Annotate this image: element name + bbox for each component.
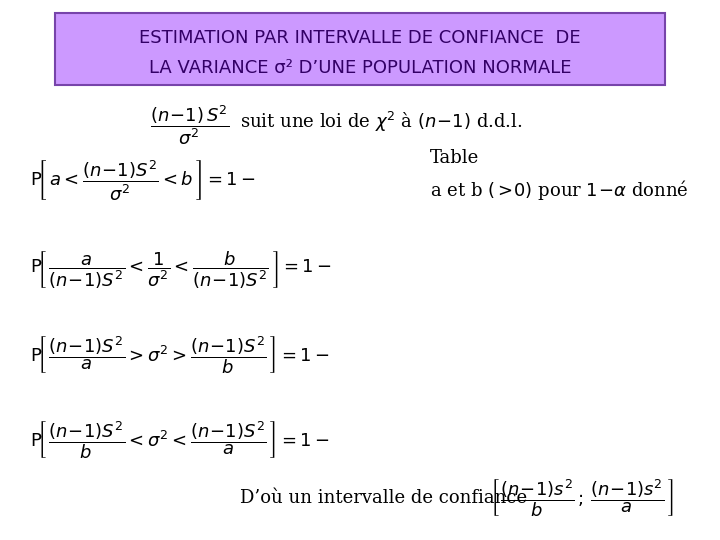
Text: $\mathrm{P}\!\left[\,a < \dfrac{(n\!-\!1)S^2}{\sigma^2} < b\,\right] = 1 -$: $\mathrm{P}\!\left[\,a < \dfrac{(n\!-\!1… xyxy=(30,158,256,202)
Text: a et b $(>\!0)$ pour $1\!-\!\alpha$ donné: a et b $(>\!0)$ pour $1\!-\!\alpha$ donn… xyxy=(430,178,688,202)
Text: Table: Table xyxy=(430,149,480,167)
Text: $\mathrm{P}\!\left[\,\dfrac{(n\!-\!1)S^2}{b} < \sigma^2 < \dfrac{(n\!-\!1)S^2}{a: $\mathrm{P}\!\left[\,\dfrac{(n\!-\!1)S^2… xyxy=(30,419,330,461)
Text: D’où un intervalle de confiance: D’où un intervalle de confiance xyxy=(240,489,527,507)
Text: $\dfrac{(n\!-\!1)\,S^2}{\sigma^2}$: $\dfrac{(n\!-\!1)\,S^2}{\sigma^2}$ xyxy=(150,103,230,147)
Text: $\mathrm{P}\!\left[\,\dfrac{(n\!-\!1)S^2}{a} > \sigma^2 > \dfrac{(n\!-\!1)S^2}{b: $\mathrm{P}\!\left[\,\dfrac{(n\!-\!1)S^2… xyxy=(30,334,330,376)
Text: LA VARIANCE σ² D’UNE POPULATION NORMALE: LA VARIANCE σ² D’UNE POPULATION NORMALE xyxy=(149,59,571,77)
Text: suit une loi de $\chi^2$ à $(n\!-\!1)$ d.d.l.: suit une loi de $\chi^2$ à $(n\!-\!1)$ d… xyxy=(240,110,523,134)
FancyBboxPatch shape xyxy=(55,13,665,85)
Text: $\left[\,\dfrac{(n\!-\!1)s^2}{b}\,;\,\dfrac{(n\!-\!1)s^2}{a}\,\right]$: $\left[\,\dfrac{(n\!-\!1)s^2}{b}\,;\,\df… xyxy=(490,477,674,519)
Text: $\mathrm{P}\!\left[\,\dfrac{a}{(n\!-\!1)S^2} < \dfrac{1}{\sigma^2} < \dfrac{b}{(: $\mathrm{P}\!\left[\,\dfrac{a}{(n\!-\!1)… xyxy=(30,249,332,291)
Text: ESTIMATION PAR INTERVALLE DE CONFIANCE  DE: ESTIMATION PAR INTERVALLE DE CONFIANCE D… xyxy=(139,29,581,47)
